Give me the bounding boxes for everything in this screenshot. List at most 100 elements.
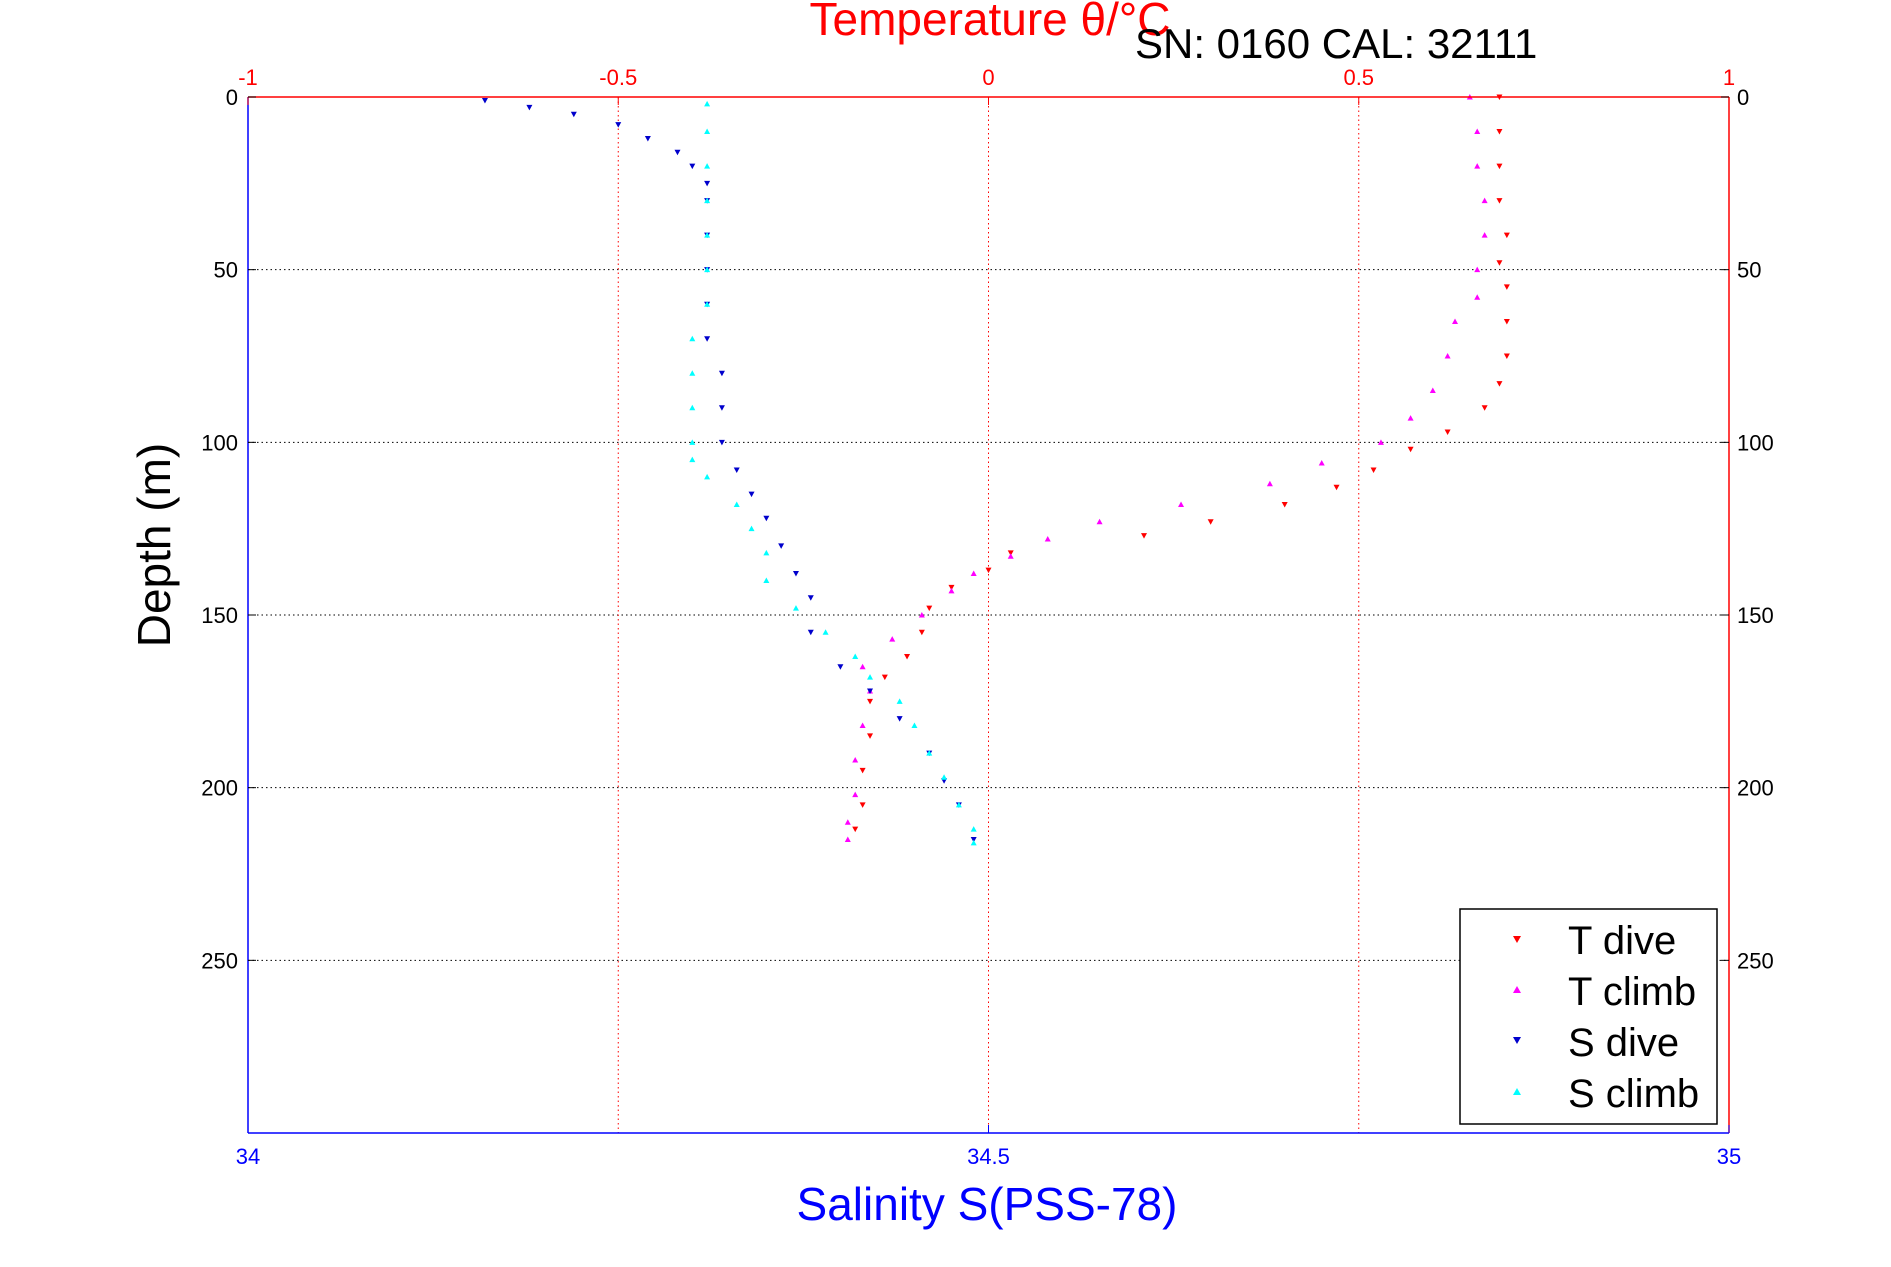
point-t-dive	[881, 674, 888, 681]
point-s-dive	[644, 135, 651, 142]
point-s-climb	[704, 266, 711, 273]
point-s-climb	[704, 128, 711, 135]
y-left-tick-label: 100	[201, 430, 238, 455]
point-s-dive	[970, 836, 977, 843]
x-top-tick-label: -0.5	[599, 65, 637, 90]
point-t-dive	[1503, 353, 1510, 359]
point-s-dive	[526, 104, 533, 111]
y-left-tick-label: 0	[226, 85, 238, 110]
point-s-dive	[481, 97, 488, 104]
point-t-climb	[1444, 353, 1451, 359]
y-right-tick-label: 0	[1737, 85, 1749, 110]
point-t-climb	[1474, 294, 1481, 300]
point-t-dive	[1503, 232, 1510, 239]
chart-title: Temperature θ/°C	[810, 0, 1171, 45]
point-s-dive	[733, 467, 740, 473]
y-left-tick-label: 200	[201, 776, 238, 801]
point-s-dive	[704, 336, 711, 342]
point-t-dive	[985, 567, 992, 574]
point-s-dive	[763, 515, 770, 522]
point-t-climb	[1044, 536, 1051, 542]
legend-item-t-climb: T climb	[1513, 970, 1696, 1014]
point-t-dive	[1481, 405, 1488, 411]
point-s-climb	[852, 653, 859, 659]
point-t-climb	[1452, 318, 1459, 324]
point-t-climb	[1429, 387, 1436, 394]
legend-label-s-dive: S dive	[1568, 1021, 1679, 1065]
x-bottom-tick-label: 34	[236, 1144, 260, 1169]
point-s-climb	[955, 801, 962, 808]
point-s-climb	[689, 439, 696, 445]
point-s-climb	[704, 232, 711, 238]
point-t-dive	[1207, 519, 1214, 525]
x-top-tick-label: -1	[238, 65, 258, 90]
point-s-climb	[704, 473, 711, 480]
point-t-dive	[1370, 467, 1377, 473]
y-right-tick-label: 150	[1737, 603, 1774, 628]
point-s-climb	[970, 839, 977, 846]
point-t-dive	[1496, 163, 1503, 170]
point-s-dive	[718, 405, 725, 411]
point-s-dive	[615, 122, 622, 128]
point-t-climb	[918, 612, 925, 618]
legend-marker-t-climb	[1513, 986, 1521, 993]
point-t-dive	[859, 802, 866, 808]
point-t-dive	[1444, 429, 1451, 435]
axis-layer: -1 -0.5 0 0.5 1 34 34.5 35 0 0 50 50 100 100 150 150 200…	[201, 65, 1773, 1169]
point-s-dive	[792, 571, 799, 577]
point-t-dive	[904, 653, 911, 660]
point-t-dive	[1496, 198, 1503, 204]
point-s-climb	[763, 549, 770, 556]
point-s-dive	[837, 664, 844, 670]
point-s-dive	[570, 111, 577, 118]
point-t-dive	[1407, 446, 1414, 453]
point-s-dive	[718, 370, 725, 377]
y-right-tick-label: 50	[1737, 258, 1761, 283]
point-s-climb	[689, 335, 696, 342]
series-s-dive	[481, 97, 977, 843]
point-s-climb	[704, 100, 711, 107]
point-t-climb	[1474, 163, 1481, 169]
point-s-dive	[807, 629, 814, 636]
legend-item-s-dive: S dive	[1513, 1021, 1679, 1065]
marks-layer	[481, 94, 1510, 846]
point-s-dive	[689, 163, 696, 170]
point-s-climb	[926, 750, 933, 756]
legend-marker-s-dive	[1513, 1037, 1521, 1044]
y-right-tick-label: 250	[1737, 948, 1774, 973]
y-right-tick-label: 100	[1737, 430, 1774, 455]
point-t-climb	[970, 570, 977, 577]
point-s-climb	[970, 826, 977, 832]
point-t-climb	[1377, 439, 1384, 445]
point-t-dive	[852, 826, 859, 833]
point-t-climb	[1318, 460, 1325, 466]
x-top-tick-label: 0.5	[1343, 65, 1374, 90]
x-bottom-tick-label: 34.5	[967, 1144, 1010, 1169]
point-t-climb	[844, 836, 851, 842]
point-s-climb	[763, 577, 770, 583]
point-t-climb	[1266, 480, 1273, 487]
point-s-climb	[704, 163, 711, 169]
point-s-climb	[792, 605, 799, 611]
chart-subtitle: SN: 0160 CAL: 32111	[1135, 20, 1537, 67]
point-t-dive	[1503, 318, 1510, 325]
point-s-dive	[748, 491, 755, 498]
point-s-climb	[689, 370, 696, 376]
point-t-climb	[859, 722, 866, 729]
point-t-climb	[859, 663, 866, 670]
point-t-climb	[1096, 518, 1103, 525]
point-t-climb	[1474, 266, 1481, 273]
point-s-climb	[689, 456, 696, 463]
point-s-climb	[867, 674, 874, 680]
point-s-dive	[674, 149, 681, 156]
point-t-climb	[844, 819, 851, 825]
point-t-dive	[1281, 501, 1288, 508]
point-t-dive	[867, 733, 874, 739]
x-top-tick-label: 0	[982, 65, 994, 90]
point-s-climb	[941, 774, 948, 780]
point-s-climb	[689, 404, 696, 411]
legend-label-t-climb: T climb	[1568, 970, 1696, 1014]
point-t-dive	[867, 698, 874, 705]
